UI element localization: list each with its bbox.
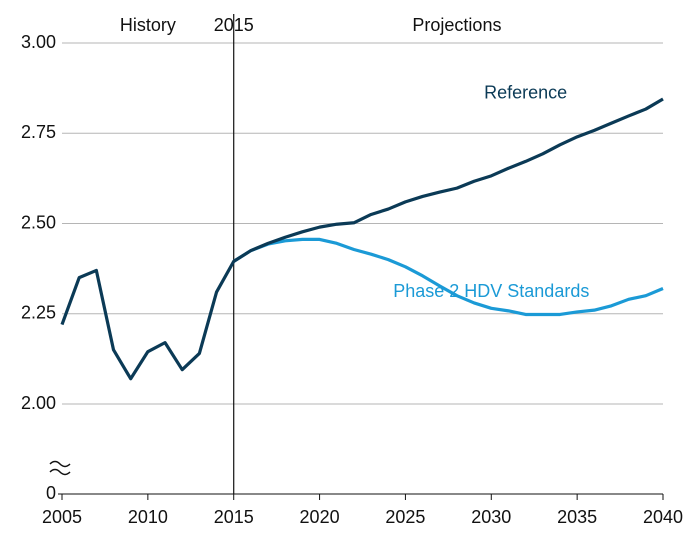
y-tick-label: 2.00 xyxy=(21,393,56,413)
x-tick-label: 2030 xyxy=(471,507,511,527)
y-tick-label: 2.50 xyxy=(21,212,56,232)
y-tick-label: 3.00 xyxy=(21,32,56,52)
x-tick-label: 2040 xyxy=(643,507,683,527)
series-line xyxy=(232,237,664,317)
x-tick-label: 2035 xyxy=(557,507,597,527)
x-tick-label: 2015 xyxy=(214,507,254,527)
axis-break xyxy=(49,460,71,476)
y-tick-label: 0 xyxy=(46,483,56,503)
x-tick-label: 2025 xyxy=(385,507,425,527)
annotation: Projections xyxy=(412,15,501,35)
x-tick-label: 2005 xyxy=(42,507,82,527)
series-label: Phase 2 HDV Standards xyxy=(393,281,589,301)
x-tick-label: 2010 xyxy=(128,507,168,527)
series-line xyxy=(60,97,664,381)
y-tick-label: 2.75 xyxy=(21,122,56,142)
x-tick-label: 2020 xyxy=(300,507,340,527)
annotation: 2015 xyxy=(214,15,254,35)
y-tick-label: 2.25 xyxy=(21,303,56,323)
annotation: History xyxy=(120,15,176,35)
series-label: Reference xyxy=(484,82,567,102)
